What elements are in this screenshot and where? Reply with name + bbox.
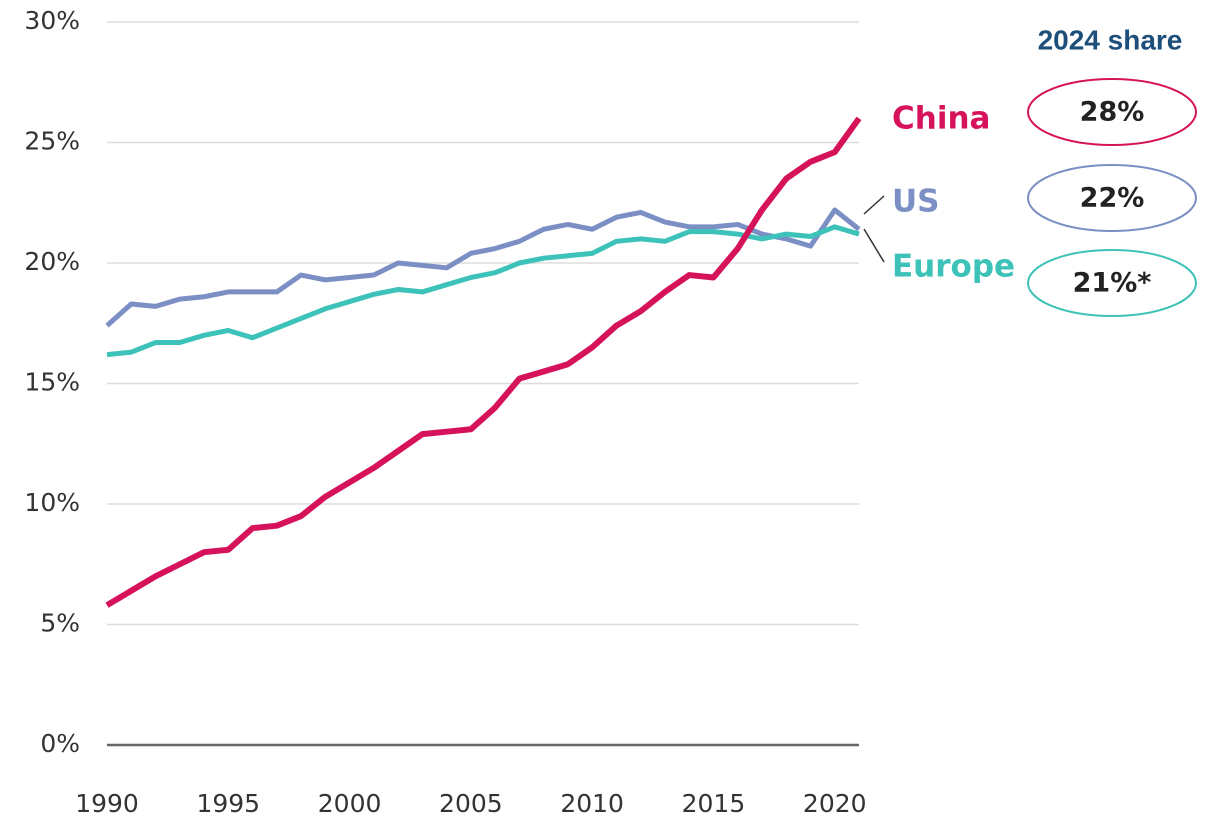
x-tick-label: 1990 bbox=[75, 789, 139, 818]
x-tick-label: 1995 bbox=[196, 789, 260, 818]
annotation-title: 2024 share bbox=[1038, 24, 1183, 55]
y-tick-label: 5% bbox=[40, 609, 80, 638]
x-tick-label: 2020 bbox=[803, 789, 867, 818]
x-tick-label: 2015 bbox=[682, 789, 746, 818]
y-tick-label: 0% bbox=[40, 729, 80, 758]
x-tick-label: 2010 bbox=[560, 789, 624, 818]
share-label: 22% bbox=[1080, 183, 1145, 214]
connector bbox=[863, 195, 885, 215]
x-tick-label: 2000 bbox=[318, 789, 382, 818]
line bbox=[105, 116, 862, 608]
line bbox=[105, 207, 861, 328]
share-badge bbox=[1027, 78, 1197, 146]
series-label: Europe bbox=[892, 249, 1015, 285]
series-label: US bbox=[892, 184, 940, 220]
line bbox=[106, 224, 860, 358]
share-badge bbox=[1027, 164, 1197, 232]
y-tick-label: 15% bbox=[24, 368, 80, 397]
y-tick-label: 20% bbox=[24, 247, 80, 276]
y-tick-label: 25% bbox=[24, 127, 80, 156]
share-label: 21%* bbox=[1073, 268, 1152, 299]
share-label: 28% bbox=[1080, 97, 1145, 128]
connector bbox=[863, 228, 885, 263]
share-badge bbox=[1027, 249, 1197, 317]
x-tick-label: 2005 bbox=[439, 789, 503, 818]
y-tick-label: 10% bbox=[24, 488, 80, 517]
y-tick-label: 30% bbox=[24, 6, 80, 35]
series-label: China bbox=[892, 101, 990, 137]
